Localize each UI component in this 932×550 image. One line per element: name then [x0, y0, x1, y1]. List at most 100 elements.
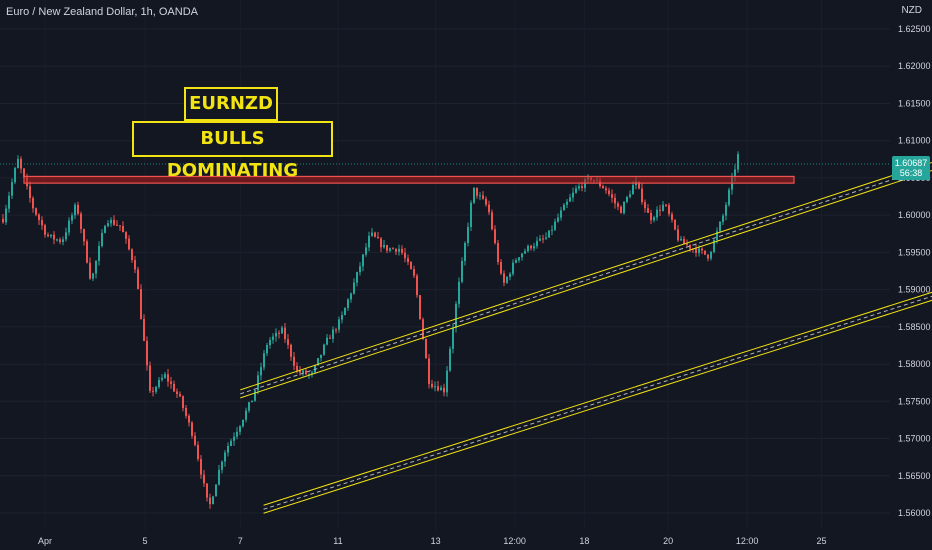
candle-body — [719, 221, 721, 232]
price-tick-label: 1.56000 — [898, 508, 931, 518]
candle-body — [20, 158, 22, 169]
candle-body — [359, 266, 361, 273]
candle-body — [86, 241, 88, 263]
price-tick-label: 1.61000 — [898, 136, 931, 146]
candle-body — [674, 219, 676, 230]
candle-body — [551, 229, 553, 231]
candle-body — [464, 242, 466, 262]
candle-body — [656, 209, 658, 218]
candle-body — [29, 186, 31, 199]
candle-body — [59, 239, 61, 243]
candle-body — [512, 262, 514, 274]
candle-body — [116, 224, 118, 226]
candle-body — [413, 269, 415, 276]
symbol-title: Euro / New Zealand Dollar, 1h, OANDA — [6, 6, 198, 18]
candle-body — [80, 213, 82, 230]
candle-body — [227, 445, 229, 453]
candle-body — [632, 185, 634, 195]
candle-body — [536, 240, 538, 247]
time-tick-label: 12:00 — [503, 536, 526, 546]
candle-body — [482, 195, 484, 199]
candle-body — [683, 238, 685, 244]
candle-body — [83, 229, 85, 242]
candle-body — [137, 269, 139, 290]
candle-body — [176, 391, 178, 394]
candle-body — [47, 234, 49, 237]
price-tick-label: 1.59000 — [898, 285, 931, 295]
candle-body — [527, 245, 529, 252]
candle-body — [707, 254, 709, 259]
candle-body — [461, 261, 463, 282]
candle-body — [662, 204, 664, 211]
channel-lower-edge — [263, 299, 932, 514]
candle-body — [140, 289, 142, 319]
price-channel — [240, 161, 932, 514]
time-tick-label: 25 — [817, 536, 827, 546]
candle-body — [218, 469, 220, 485]
candle-body — [11, 182, 13, 196]
candle-body — [320, 354, 322, 359]
candle-body — [122, 226, 124, 233]
candle-body — [32, 198, 34, 209]
candle-body — [206, 483, 208, 498]
candle-body — [419, 295, 421, 320]
candle-body — [329, 337, 331, 339]
candle-body — [701, 248, 703, 251]
candle-body — [641, 188, 643, 203]
candle-body — [2, 218, 4, 223]
candle-body — [248, 402, 250, 411]
candle-body — [494, 229, 496, 244]
candle-body — [68, 220, 70, 233]
candle-body — [308, 373, 310, 375]
candle-body — [545, 237, 547, 239]
candle-body — [617, 203, 619, 207]
candle-body — [521, 253, 523, 258]
candle-body — [548, 230, 550, 238]
candle-body — [395, 248, 397, 252]
time-tick-label: 11 — [333, 536, 342, 546]
candle-body — [467, 226, 469, 243]
candle-body — [188, 415, 190, 423]
candle-body — [620, 206, 622, 214]
candle-body — [611, 194, 613, 198]
time-tick-label: 7 — [238, 536, 243, 546]
candle-body — [179, 393, 181, 397]
candle-body — [233, 436, 235, 441]
candle-body — [350, 293, 352, 300]
candle-body — [386, 244, 388, 251]
candle-body — [380, 238, 382, 248]
candle-body — [35, 208, 37, 215]
candle-body — [638, 181, 640, 189]
time-tick-label: 18 — [579, 536, 589, 546]
candle-body — [287, 339, 289, 345]
candle-body — [332, 329, 334, 339]
candle-body — [530, 245, 532, 249]
candle-body — [488, 204, 490, 213]
candle-body — [302, 370, 304, 373]
candle-body — [197, 444, 199, 460]
candle-body — [344, 307, 346, 316]
candle-body — [737, 154, 739, 170]
candle-body — [5, 208, 7, 223]
last-price-badge: 1.60687 56:38 — [892, 156, 930, 180]
channel-upper-midline — [240, 165, 932, 395]
candle-body — [38, 214, 40, 221]
candle-body — [626, 196, 628, 202]
candle-body — [209, 497, 211, 505]
candle-body — [296, 365, 298, 371]
channel-upper-edge — [240, 169, 932, 399]
candle-body — [443, 387, 445, 393]
candle-body — [410, 261, 412, 270]
channel-lower-midline — [263, 295, 932, 510]
time-axis-panel — [0, 530, 932, 550]
candle-body — [23, 168, 25, 178]
candle-body — [224, 452, 226, 462]
candle-body — [149, 365, 151, 391]
candle-body — [251, 400, 253, 403]
candle-body — [62, 239, 64, 243]
candle-body — [14, 168, 16, 183]
candle-body — [578, 186, 580, 189]
candle-body — [659, 209, 661, 211]
candle-body — [671, 214, 673, 220]
